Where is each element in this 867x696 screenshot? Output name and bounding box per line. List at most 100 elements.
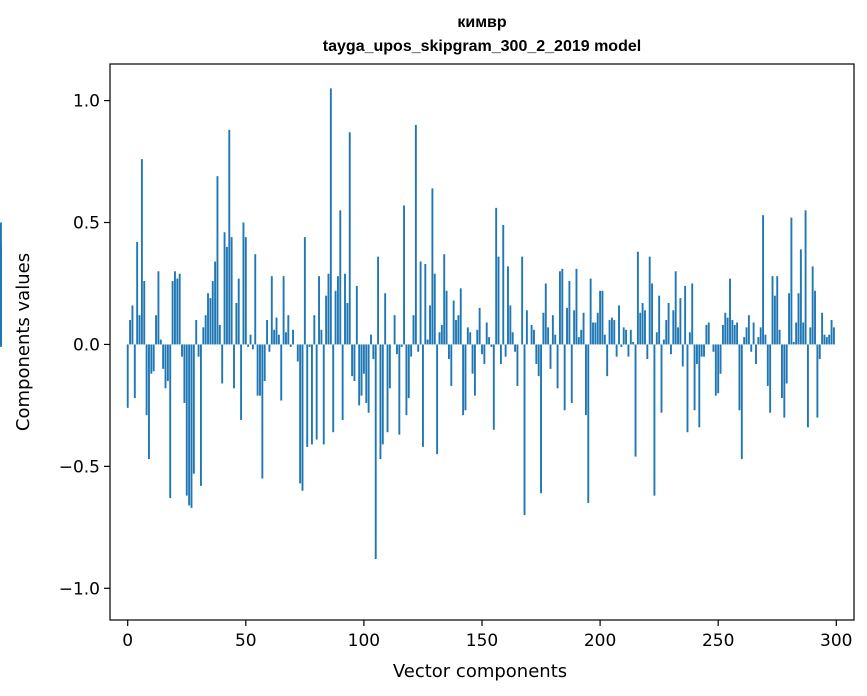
bar-193 bbox=[582, 312, 585, 345]
bar-284 bbox=[797, 293, 800, 345]
bar-258 bbox=[736, 322, 739, 345]
bar-59 bbox=[266, 320, 269, 345]
bar-153 bbox=[488, 337, 491, 345]
bar-138 bbox=[452, 300, 455, 345]
bar-211 bbox=[625, 329, 628, 345]
bar-208 bbox=[618, 305, 620, 345]
bar-256 bbox=[731, 320, 734, 345]
bar-186 bbox=[566, 307, 568, 345]
bar-209 bbox=[620, 344, 623, 347]
bar-2 bbox=[131, 305, 134, 345]
x-tick-label: 200 bbox=[584, 631, 616, 651]
bar-66 bbox=[282, 276, 285, 345]
bar-278 bbox=[783, 344, 786, 418]
bar-252 bbox=[721, 324, 724, 345]
bar-48 bbox=[240, 344, 243, 421]
bar-37 bbox=[214, 261, 217, 345]
bar-60 bbox=[268, 344, 271, 352]
bar-10 bbox=[150, 344, 153, 374]
bar-283 bbox=[795, 322, 798, 345]
bar-231 bbox=[672, 310, 675, 345]
bar-32 bbox=[202, 327, 205, 345]
bar-82 bbox=[320, 329, 323, 345]
bar-224 bbox=[655, 332, 658, 345]
bar-45 bbox=[233, 344, 235, 389]
bar-102 bbox=[367, 344, 370, 413]
bar-187 bbox=[568, 281, 571, 345]
x-tick-label: 50 bbox=[235, 631, 257, 651]
bar-64 bbox=[277, 334, 280, 345]
bar-225 bbox=[658, 295, 661, 345]
bar-113 bbox=[393, 315, 396, 345]
bar-61 bbox=[270, 276, 273, 345]
bar-110 bbox=[386, 344, 389, 433]
bar-293 bbox=[818, 344, 821, 360]
bar-26 bbox=[188, 344, 191, 506]
bar-281 bbox=[790, 217, 793, 345]
bar-92 bbox=[344, 273, 346, 345]
bar-70 bbox=[292, 329, 294, 345]
bar-213 bbox=[629, 329, 632, 345]
bar-17 bbox=[166, 344, 169, 382]
bar-90 bbox=[339, 210, 342, 345]
bar-181 bbox=[554, 334, 557, 345]
bar-115 bbox=[398, 344, 401, 435]
bar-94 bbox=[348, 132, 351, 345]
bar-175 bbox=[540, 344, 542, 494]
bar-137 bbox=[450, 344, 453, 386]
bar-24 bbox=[183, 344, 186, 403]
bar-72 bbox=[296, 344, 299, 362]
bar-undefined bbox=[0, 254, 2, 345]
bar-298 bbox=[830, 320, 833, 345]
bar-109 bbox=[384, 293, 387, 345]
bar-141 bbox=[459, 288, 462, 345]
bar-145 bbox=[469, 332, 472, 345]
bar-197 bbox=[592, 322, 594, 345]
bar-127 bbox=[426, 339, 429, 345]
bar-203 bbox=[606, 344, 609, 377]
bar-36 bbox=[211, 281, 214, 345]
bar-143 bbox=[464, 344, 467, 411]
bar-63 bbox=[275, 317, 278, 345]
bar-199 bbox=[596, 312, 599, 345]
bar-136 bbox=[447, 344, 450, 360]
bar-174 bbox=[537, 344, 540, 377]
bar-6 bbox=[140, 159, 143, 345]
bar-207 bbox=[615, 344, 618, 357]
bar-246 bbox=[707, 322, 710, 345]
bar-228 bbox=[665, 320, 668, 345]
bar-101 bbox=[365, 344, 368, 403]
bar-124 bbox=[419, 261, 422, 345]
bar-296 bbox=[825, 337, 828, 345]
x-tick-label: 300 bbox=[820, 631, 852, 651]
bar-251 bbox=[719, 344, 722, 374]
bar-39 bbox=[218, 324, 221, 345]
bar-11 bbox=[152, 344, 155, 372]
bar-1 bbox=[129, 320, 132, 345]
bar-288 bbox=[807, 344, 809, 428]
bar-131 bbox=[436, 344, 439, 455]
bar-107 bbox=[379, 344, 382, 460]
bar-165 bbox=[516, 344, 519, 386]
bar-16 bbox=[164, 344, 167, 389]
bar-4 bbox=[136, 242, 139, 345]
bar-28 bbox=[192, 344, 195, 474]
bar-78 bbox=[311, 344, 313, 445]
bar-62 bbox=[273, 329, 276, 345]
bar-73 bbox=[299, 344, 302, 484]
bar-214 bbox=[632, 342, 635, 345]
bar-297 bbox=[828, 334, 831, 345]
bar-41 bbox=[223, 232, 226, 345]
bar-15 bbox=[162, 344, 165, 369]
bar-97 bbox=[355, 285, 358, 345]
bar-250 bbox=[717, 344, 720, 394]
bar-242 bbox=[698, 344, 701, 428]
bar-238 bbox=[688, 332, 691, 345]
bar-67 bbox=[285, 332, 287, 345]
bar-262 bbox=[745, 327, 748, 345]
bar-40 bbox=[221, 344, 224, 384]
bar-206 bbox=[613, 320, 616, 345]
x-axis-ticks: 0 50 100 150 200 250 300 bbox=[122, 620, 853, 651]
bar-155 bbox=[492, 344, 495, 430]
bar-271 bbox=[766, 344, 769, 386]
